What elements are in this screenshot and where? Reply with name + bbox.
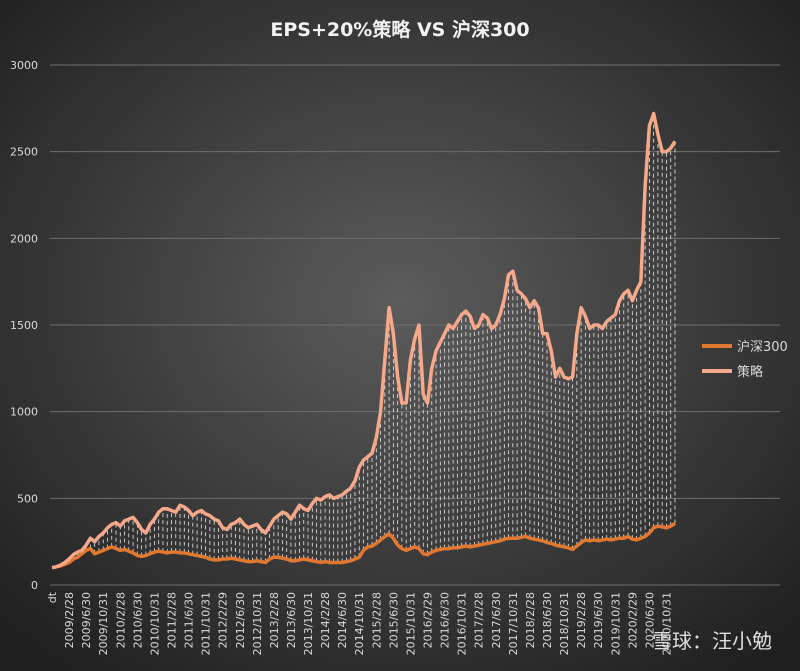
x-tick-label: 2013/2/28 — [268, 592, 281, 648]
x-tick-label: 2011/2/28 — [165, 592, 178, 648]
y-tick-label: 2000 — [10, 232, 38, 245]
x-tick-label: 2020/2/29 — [626, 592, 639, 648]
x-tick-label: 2012/6/30 — [234, 592, 247, 648]
x-tick-label: 2019/10/31 — [609, 592, 622, 655]
x-tick-label: 2015/2/28 — [370, 592, 383, 648]
x-tick-label: 2013/10/31 — [302, 592, 315, 655]
x-tick-label: 2011/6/30 — [183, 592, 196, 648]
y-tick-label: 1000 — [10, 406, 38, 419]
x-tick-label: 2016/6/30 — [439, 592, 452, 648]
x-tick-label: 2015/10/31 — [404, 592, 417, 655]
x-tick-label: 2014/10/31 — [353, 592, 366, 655]
x-tick-label: 2011/10/31 — [200, 592, 213, 655]
y-tick-label: 2500 — [10, 146, 38, 159]
x-tick-label: 2010/6/30 — [131, 592, 144, 648]
chart-title: EPS+20%策略 VS 沪深300 — [270, 18, 529, 41]
series-line — [51, 521, 676, 570]
x-tick-label: 2018/2/28 — [524, 592, 537, 648]
x-tick-label: 2015/6/30 — [387, 592, 400, 648]
x-tick-label: 2016/2/29 — [422, 592, 435, 648]
x-tick-label: dt — [46, 591, 59, 603]
x-tick-label: 2020/10/31 — [660, 592, 673, 655]
legend-label: 沪深300 — [737, 339, 788, 355]
watermark: 雪球：汪小勉 — [652, 629, 772, 653]
x-tick-label: 2018/10/31 — [558, 592, 571, 655]
x-tick-label: 2013/6/30 — [285, 592, 298, 648]
x-tick-label: 2009/10/31 — [97, 592, 110, 655]
x-tick-label: 2020/6/30 — [643, 592, 656, 648]
x-tick-label: 2017/6/30 — [490, 592, 503, 648]
y-tick-label: 3000 — [10, 59, 38, 72]
x-tick-label: 2017/10/31 — [507, 592, 520, 655]
x-tick-label: 2009/6/30 — [80, 592, 93, 648]
series-line — [51, 111, 677, 570]
x-tick-label: 2019/2/28 — [575, 592, 588, 648]
x-tick-label: 2009/2/28 — [63, 592, 76, 648]
x-tick-label: 2019/6/30 — [592, 592, 605, 648]
y-tick-label: 500 — [17, 492, 38, 505]
x-tick-label: 2010/10/31 — [148, 592, 161, 655]
x-tick-label: 2010/2/28 — [114, 592, 127, 648]
x-tick-label: 2012/2/29 — [217, 592, 230, 648]
x-tick-label: 2018/6/30 — [541, 592, 554, 648]
x-tick-label: 2017/2/28 — [473, 592, 486, 648]
x-tick-label: 2012/10/31 — [251, 592, 264, 655]
x-tick-label: 2016/10/31 — [456, 592, 469, 655]
x-tick-label: 2014/6/30 — [336, 592, 349, 648]
y-tick-label: 1500 — [10, 319, 38, 332]
y-tick-label: 0 — [31, 579, 38, 592]
legend-label: 策略 — [737, 364, 763, 380]
x-tick-label: 2014/2/28 — [319, 592, 332, 648]
